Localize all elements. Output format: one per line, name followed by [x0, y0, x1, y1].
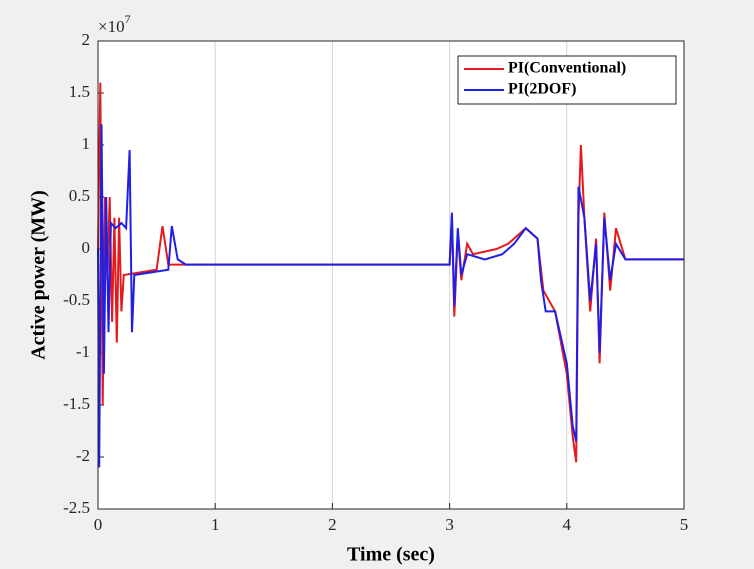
- y-tick-label: 0.5: [69, 186, 90, 205]
- y-tick-label: 2: [82, 30, 91, 49]
- data-line: [97, 124, 684, 468]
- y-tick-label: 1: [82, 134, 91, 153]
- x-tick-label: 5: [680, 515, 689, 534]
- y-tick-label: 0: [82, 238, 91, 257]
- y-tick-label: 1.5: [69, 82, 90, 101]
- plot-frame: [97, 40, 685, 510]
- legend-label: PI(2DOF): [508, 81, 576, 98]
- legend-label: PI(Conventional): [508, 60, 626, 77]
- x-tick-label: 0: [94, 515, 103, 534]
- x-tick-label: 1: [211, 515, 220, 534]
- y-tick-label: -0.5: [63, 290, 90, 309]
- y-tick-label: -2: [76, 446, 90, 465]
- legend-box: [457, 55, 677, 105]
- y-tick-label: -1.5: [63, 394, 90, 413]
- x-tick-label: 4: [563, 515, 572, 534]
- x-tick-label: 2: [328, 515, 337, 534]
- y-tick-label: -1: [76, 342, 90, 361]
- y-tick-label: -2.5: [63, 498, 90, 517]
- x-axis-label: Time (sec): [347, 544, 435, 566]
- data-line: [97, 82, 684, 463]
- y-scale-label: ×107: [98, 12, 131, 36]
- plot-area: [98, 41, 684, 509]
- x-tick-label: 3: [445, 515, 454, 534]
- y-axis-label: Active power (MW): [28, 190, 50, 360]
